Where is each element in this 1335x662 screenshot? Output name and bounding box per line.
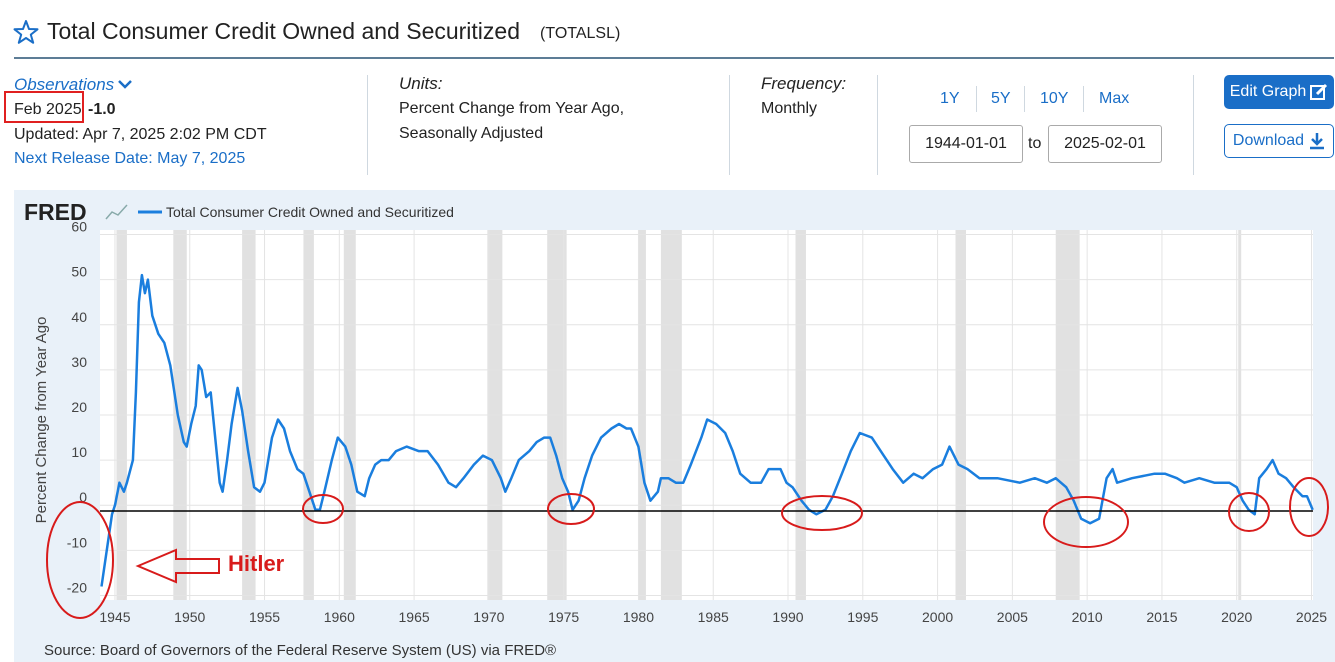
annotation-circle <box>781 495 863 531</box>
header-rule <box>14 57 1334 59</box>
x-tick-label: 1965 <box>399 609 430 625</box>
units-line: Seasonally Adjusted <box>399 125 544 142</box>
highlight-box <box>4 91 84 123</box>
next-release: Next Release Date: May 7, 2025 <box>14 150 246 167</box>
annotation-circle <box>547 493 595 525</box>
edit-graph-label[interactable]: Edit Graph <box>1229 83 1307 100</box>
series-line <box>100 273 1314 587</box>
observations-label[interactable]: Observations <box>14 75 115 94</box>
y-axis-label: Percent Change from Year Ago <box>33 317 50 524</box>
divider <box>367 75 368 175</box>
end-date-input[interactable]: 2025-02-01 <box>1048 125 1162 163</box>
x-tick-label: 2015 <box>1146 609 1177 625</box>
x-tick-label: 1960 <box>324 609 355 625</box>
y-tick-label: 40 <box>71 309 87 325</box>
x-tick-label: 2010 <box>1072 609 1103 625</box>
favorite-star[interactable] <box>13 19 39 45</box>
divider <box>976 86 977 112</box>
x-tick-label: 2025 <box>1296 609 1327 625</box>
x-tick-label: 1945 <box>99 609 130 625</box>
annotation-circle <box>302 494 344 524</box>
fred-logo: FRED <box>24 199 87 225</box>
chevron <box>118 80 133 89</box>
y-tick-label: 30 <box>71 354 87 370</box>
x-tick-label: 1950 <box>174 609 205 625</box>
plot-layer: -20 -10 0 10 20 30 40 50 60 1945 1950 1955 1960 1965 1… <box>67 219 1328 625</box>
range-button[interactable]: 5Y <box>991 90 1011 107</box>
y-tick-label: -10 <box>67 534 87 550</box>
edit-icon <box>1310 83 1328 100</box>
divider <box>1083 86 1084 112</box>
y-tick-label: 20 <box>71 399 87 415</box>
annotation-circle <box>1289 477 1329 537</box>
range-button[interactable]: 10Y <box>1040 90 1069 107</box>
annotation-circle <box>1228 492 1270 532</box>
series-title: Total Consumer Credit Owned and Securiti… <box>47 18 521 44</box>
obs-date: Feb 2025 <box>14 101 82 118</box>
divider <box>1193 75 1194 175</box>
download-icon <box>1310 133 1325 150</box>
annotation-circle <box>46 501 114 619</box>
divider <box>729 75 730 175</box>
y-tick-label: 0 <box>79 489 87 505</box>
series-id: (TOTALSL) <box>540 25 621 42</box>
annotation-circles <box>46 477 1329 619</box>
obs-value: -1.0 <box>88 101 116 118</box>
range-button[interactable]: Max <box>1099 90 1130 107</box>
frequency-value: Monthly <box>761 100 818 117</box>
divider <box>1024 86 1025 112</box>
x-tick-label: 1990 <box>772 609 803 625</box>
annotation-circle <box>1043 496 1129 548</box>
edit-graph-button[interactable]: Edit Graph <box>1224 75 1334 109</box>
observations-toggle[interactable]: Observations <box>14 75 133 95</box>
x-tick-label: 2020 <box>1221 609 1252 625</box>
download-button[interactable]: Download <box>1224 124 1334 158</box>
range-button[interactable]: 1Y <box>940 90 960 107</box>
y-tick-label: 60 <box>71 219 87 235</box>
y-tick-label: -20 <box>67 579 87 595</box>
x-tick-label: 1985 <box>698 609 729 625</box>
frequency-label: Frequency: <box>761 74 847 93</box>
units-line: Percent Change from Year Ago, <box>399 100 625 117</box>
x-tick-label: 1970 <box>473 609 504 625</box>
x-tick-label: 1975 <box>548 609 579 625</box>
x-tick-label: 1955 <box>249 609 280 625</box>
annotation-arrow <box>135 548 220 584</box>
logo-icon <box>105 204 128 220</box>
source: Source: Board of Governors of the Federa… <box>44 642 556 659</box>
annotation-text: Hitler <box>228 551 285 576</box>
range-separator: to <box>1028 135 1042 152</box>
start-date-input[interactable]: 1944-01-01 <box>909 125 1023 163</box>
x-tick-label: 2005 <box>997 609 1028 625</box>
units-label: Units: <box>399 74 443 93</box>
divider <box>877 75 878 175</box>
x-tick-label: 1980 <box>623 609 654 625</box>
legend-label: Total Consumer Credit Owned and Securiti… <box>166 204 454 220</box>
y-tick-label: 50 <box>71 264 87 280</box>
x-tick-label: 2000 <box>922 609 953 625</box>
x-tick-label: 1995 <box>847 609 878 625</box>
updated: Updated: Apr 7, 2025 2:02 PM CDT <box>14 126 267 143</box>
y-tick-label: 10 <box>71 444 87 460</box>
download-label[interactable]: Download <box>1232 132 1305 149</box>
